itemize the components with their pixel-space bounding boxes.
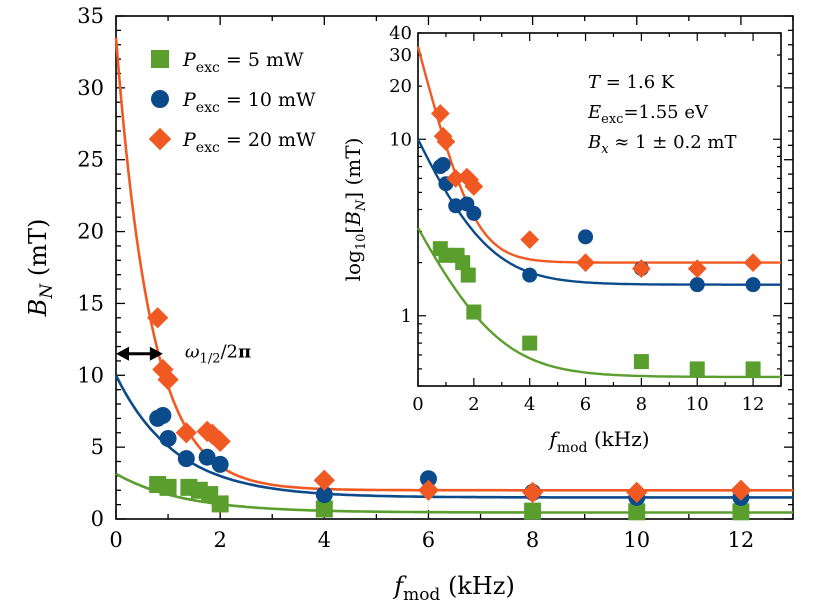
inset-x-tick-label: 10 <box>686 394 709 415</box>
legend-marker-3 <box>148 127 172 151</box>
data-point-series-2 <box>198 448 216 466</box>
inset-x-tick-label: 4 <box>524 394 535 415</box>
inset-x-tick-label: 6 <box>580 394 591 415</box>
data-point-series-3 <box>157 368 179 391</box>
inset-fit-curve-2 <box>416 138 781 286</box>
inset-data-point-series-3 <box>687 259 707 278</box>
legend-marker-1 <box>151 50 169 68</box>
inset-x-tick-label: 2 <box>468 394 479 415</box>
x-tick-label: 6 <box>422 528 435 552</box>
data-point-series-1 <box>159 478 177 496</box>
data-point-series-1 <box>732 503 750 521</box>
inset-y-tick-label: 10 <box>389 129 412 150</box>
fit-curve-3 <box>114 37 793 492</box>
y-tick-label: 0 <box>91 507 104 531</box>
data-point-series-2 <box>419 470 437 488</box>
data-point-series-1 <box>628 503 646 521</box>
x-axis-label: fmod (kHz) <box>392 572 515 605</box>
legend-marker-2 <box>151 90 169 108</box>
x-tick-label: 2 <box>213 528 226 552</box>
x-tick-label: 8 <box>526 528 539 552</box>
inset-data-point-series-3 <box>430 104 450 123</box>
x-tick-label: 12 <box>728 528 755 552</box>
main-frame <box>115 15 794 520</box>
data-point-series-3 <box>417 479 440 501</box>
y-tick-label: 10 <box>77 363 104 387</box>
annotation-label: ω1/2/2π <box>185 342 251 367</box>
y-axis-label: BN (mT) <box>24 219 57 318</box>
x-tick-label: 10 <box>623 528 650 552</box>
fit-curve-1 <box>115 472 793 514</box>
inset-data-point-series-2 <box>522 267 538 283</box>
inset-data-point-series-1 <box>745 361 761 377</box>
inset-data-point-series-1 <box>689 361 705 377</box>
inset-info-energy: Eexc=1.55 eV <box>587 102 709 127</box>
data-point-series-2 <box>154 407 172 425</box>
data-point-series-3 <box>313 469 335 491</box>
y-tick-label: 30 <box>77 76 104 100</box>
inset-data-point-series-2 <box>578 229 594 245</box>
inset-data-point-series-1 <box>633 354 649 370</box>
inset-data-point-series-2 <box>466 205 482 221</box>
inset-data-point-series-3 <box>632 259 651 278</box>
data-point-series-3 <box>209 430 231 453</box>
data-point-series-1 <box>524 502 542 520</box>
x-tick-label: 4 <box>318 528 331 552</box>
inset-x-tick-label: 0 <box>412 394 423 415</box>
inset-x-axis-label: fmod (kHz) <box>547 427 649 456</box>
data-point-series-1 <box>315 500 333 518</box>
inset-y-axis-label: log10[BN] (mT) <box>341 138 369 282</box>
inset-data-point-series-3 <box>464 177 484 196</box>
inset-data-point-series-1 <box>466 304 482 320</box>
annotation-arrow-head-right <box>149 346 163 361</box>
data-point-series-2 <box>315 486 333 504</box>
inset-fit-curve-3 <box>416 46 781 264</box>
inset-data-point-series-1 <box>522 335 538 351</box>
fit-curve-2 <box>114 374 793 499</box>
inset-x-tick-label: 8 <box>636 394 647 415</box>
data-point-series-2 <box>177 450 195 468</box>
inset-data-point-series-2 <box>745 277 761 293</box>
inset-data-point-series-3 <box>436 132 456 151</box>
inset-data-point-series-1 <box>460 267 476 283</box>
data-point-series-1 <box>211 495 229 513</box>
data-point-series-2 <box>159 430 177 448</box>
inset-data-point-series-2 <box>448 198 464 214</box>
y-tick-label: 35 <box>77 4 104 28</box>
annotation-arrow-head-left <box>116 346 129 361</box>
y-tick-label: 5 <box>91 435 104 459</box>
y-tick-label: 15 <box>77 291 104 315</box>
inset-y-tick-label: 1 <box>401 306 412 327</box>
data-point-series-2 <box>211 455 229 473</box>
inset-data-point-series-3 <box>743 253 763 273</box>
inset-y-tick-label: 20 <box>389 76 412 97</box>
legend-entry-2: Pexc = 10 mW <box>182 89 316 116</box>
data-point-series-3 <box>175 422 197 444</box>
inset-y-tick-label: 40 <box>389 23 412 44</box>
inset-y-tick-label: 30 <box>389 45 412 66</box>
data-point-series-3 <box>730 479 752 501</box>
data-point-series-3 <box>147 307 169 329</box>
legend-entry-1: Pexc = 5 mW <box>182 49 304 76</box>
data-point-series-3 <box>626 481 648 504</box>
y-tick-label: 20 <box>77 220 104 244</box>
inset-data-point-series-3 <box>446 169 466 188</box>
x-tick-label: 0 <box>109 528 122 552</box>
legend-entry-3: Pexc = 20 mW <box>182 129 316 156</box>
inset-data-point-series-3 <box>576 253 595 273</box>
inset-data-point-series-1 <box>455 255 471 271</box>
inset-data-point-series-2 <box>689 277 705 293</box>
inset-info-field: Bx ≈ 1 ± 0.2 mT <box>587 132 737 157</box>
inset-data-point-series-3 <box>520 230 540 250</box>
inset-data-point-series-2 <box>435 156 451 172</box>
data-point-series-3 <box>521 481 544 504</box>
y-tick-label: 25 <box>77 148 104 172</box>
inset-x-tick-label: 12 <box>742 394 765 415</box>
inset-info-temperature: T = 1.6 K <box>588 72 675 93</box>
